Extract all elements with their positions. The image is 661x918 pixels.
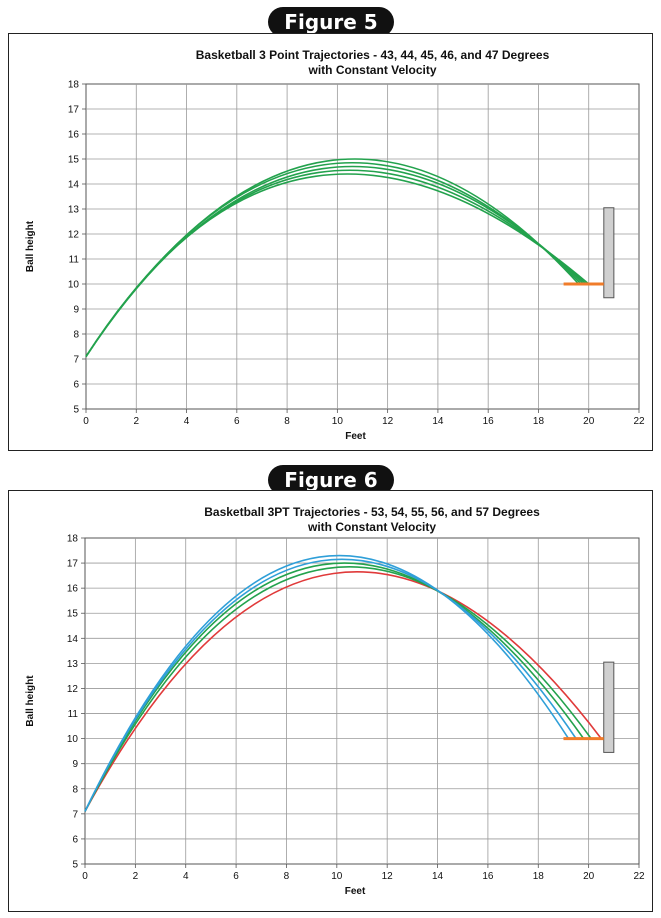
y-tick-label: 7 [72,809,78,820]
x-tick-label: 6 [233,871,239,882]
trajectory-line-2 [84,566,592,812]
plot-area [84,537,640,865]
x-tick-label: 18 [533,416,545,427]
y-tick-label: 6 [72,834,78,845]
x-tick-label: 20 [583,416,595,427]
x-tick-label: 8 [284,871,290,882]
x-tick-label: 12 [382,416,394,427]
y-tick-label: 10 [68,280,80,291]
y-tick-label: 12 [68,230,80,241]
y-tick-label: 18 [67,534,79,545]
x-tick-label: 18 [533,871,545,882]
y-axis-label: Ball height [25,675,36,727]
y-tick-label: 8 [72,784,78,795]
y-tick-label: 5 [73,405,79,416]
x-tick-label: 22 [633,416,645,427]
chart-subtitle: with Constant Velocity [307,63,436,77]
trajectory-line-5 [84,554,570,812]
y-tick-label: 15 [67,609,79,620]
x-tick-label: 2 [133,871,139,882]
y-tick-label: 17 [68,105,80,116]
y-tick-label: 8 [73,330,79,341]
y-tick-label: 6 [73,380,79,391]
x-tick-label: 0 [82,871,88,882]
x-tick-label: 14 [432,416,444,427]
backboard [603,207,615,299]
figure-6-panel: Basketball 3PT Trajectories - 53, 54, 55… [8,490,653,912]
figure-5-badge: Figure 5 [268,7,394,37]
chart-title: Basketball 3PT Trajectories - 53, 54, 55… [204,505,540,519]
figure-5-panel: Basketball 3 Point Trajectories - 43, 44… [8,33,653,451]
trajectory-line-3 [84,562,585,812]
trajectory-line-5 [85,158,580,357]
trajectory-line-1 [84,571,602,812]
x-tick-label: 14 [432,871,444,882]
x-tick-label: 4 [183,871,189,882]
y-tick-label: 7 [73,355,79,366]
x-axis-label: Feet [345,431,366,442]
y-tick-label: 9 [72,759,78,770]
y-tick-label: 11 [68,709,79,720]
y-tick-label: 13 [67,659,79,670]
y-tick-label: 13 [68,205,80,216]
y-tick-label: 15 [68,155,80,166]
backboard [603,661,615,753]
y-tick-label: 9 [73,305,79,316]
x-tick-label: 16 [482,871,494,882]
x-tick-label: 6 [234,416,240,427]
trajectory-line-4 [84,558,577,812]
figure-5-chart: Basketball 3 Point Trajectories - 43, 44… [25,48,645,442]
x-axis-label: Feet [345,886,366,897]
x-tick-label: 8 [284,416,290,427]
x-tick-label: 20 [583,871,595,882]
chart-subtitle: with Constant Velocity [307,520,436,534]
y-tick-label: 16 [68,130,80,141]
x-tick-label: 2 [133,416,139,427]
y-tick-label: 16 [67,584,79,595]
y-tick-label: 10 [67,734,79,745]
y-tick-label: 14 [68,180,80,191]
x-tick-label: 4 [184,416,190,427]
x-tick-label: 10 [332,416,344,427]
y-tick-label: 14 [67,634,79,645]
y-tick-label: 11 [69,255,80,266]
figure-6-chart: Basketball 3PT Trajectories - 53, 54, 55… [25,505,645,897]
x-tick-label: 16 [483,416,495,427]
x-tick-label: 10 [331,871,343,882]
y-tick-label: 12 [67,684,79,695]
y-tick-label: 5 [72,860,78,871]
x-tick-label: 22 [633,871,645,882]
y-axis-label: Ball height [25,220,36,272]
plot-area [85,83,640,410]
y-tick-label: 17 [67,559,79,570]
x-tick-label: 12 [382,871,394,882]
y-tick-label: 18 [68,80,80,91]
x-tick-label: 0 [83,416,89,427]
chart-title: Basketball 3 Point Trajectories - 43, 44… [196,48,550,62]
